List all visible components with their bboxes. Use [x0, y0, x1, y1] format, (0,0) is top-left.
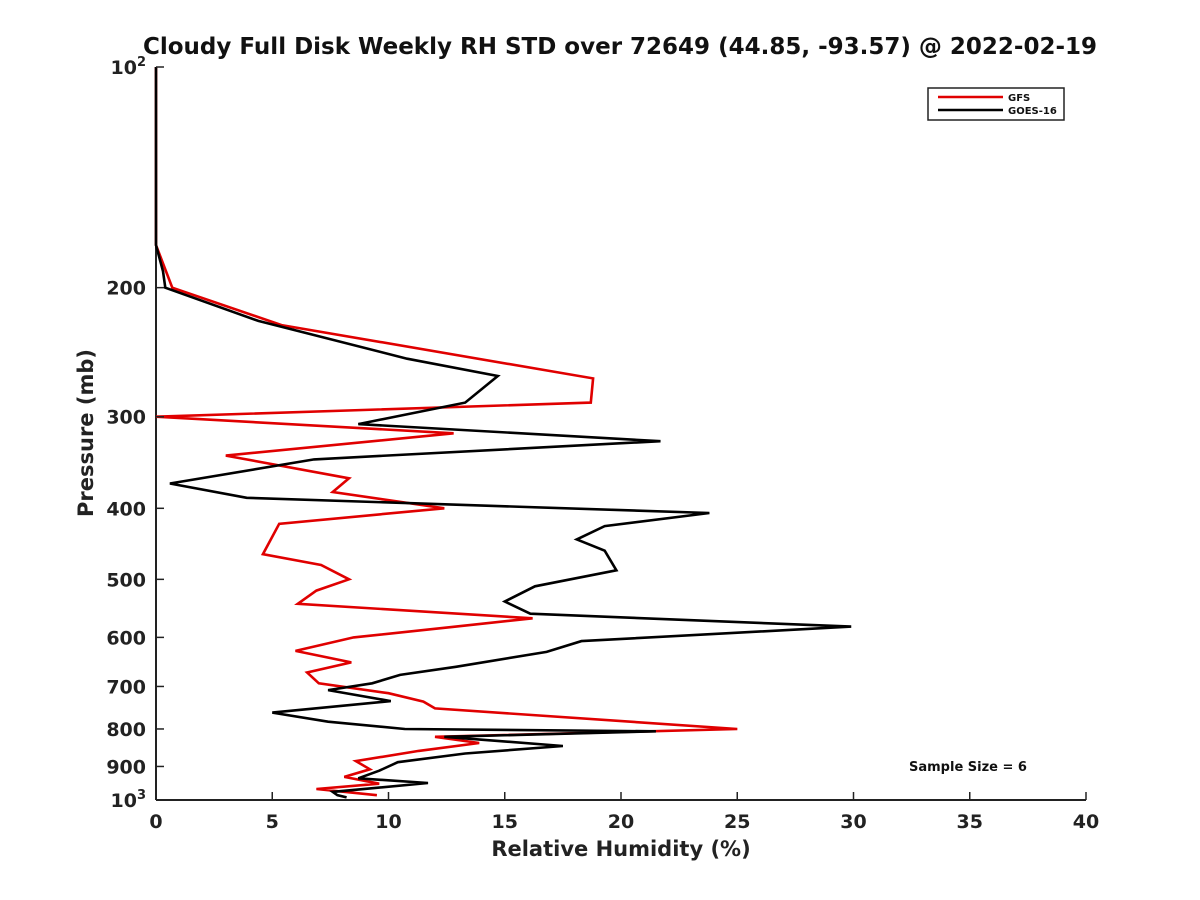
x-tick-label: 0 — [149, 811, 162, 833]
sample-size-annotation: Sample Size = 6 — [909, 760, 1027, 775]
x-axis-ticks: 0 5 10 15 20 25 30 35 40 — [149, 792, 1099, 833]
y-axis-ticks: 102 200 300 400 500 600 700 800 900 103 — [106, 55, 164, 812]
y-tick-label: 400 — [106, 498, 146, 520]
legend: GFS GOES-16 — [927, 87, 1065, 121]
x-tick-label: 10 — [375, 811, 401, 833]
y-tick-label: 200 — [106, 278, 146, 300]
x-tick-label: 40 — [1073, 811, 1099, 833]
x-tick-label: 20 — [608, 811, 634, 833]
legend-box — [927, 87, 1065, 121]
y-tick-label: 500 — [106, 569, 146, 591]
chart-title: Cloudy Full Disk Weekly RH STD over 7264… — [143, 34, 1097, 60]
series-layer — [154, 67, 852, 799]
y-tick-label: 600 — [106, 627, 146, 649]
x-tick-label: 35 — [957, 811, 983, 833]
y-tick-label: 800 — [106, 719, 146, 741]
x-tick-label: 25 — [724, 811, 750, 833]
y-tick-label: 700 — [106, 676, 146, 698]
plot-area — [154, 67, 1086, 801]
x-tick-label: 15 — [492, 811, 518, 833]
x-axis-label: Relative Humidity (%) — [491, 837, 750, 861]
y-axis-label: Pressure (mb) — [74, 349, 98, 517]
x-tick-label: 30 — [840, 811, 866, 833]
y-tick-label: 102 — [111, 55, 147, 79]
plot-frame — [156, 67, 1086, 800]
y-tick-label: 300 — [106, 407, 146, 429]
legend-label-goes16: GOES-16 — [1008, 106, 1057, 117]
legend-label-gfs: GFS — [1008, 93, 1030, 104]
x-tick-label: 5 — [266, 811, 279, 833]
series-line-goes16 — [154, 67, 852, 799]
y-tick-label: 900 — [106, 756, 146, 778]
y-tick-label: 103 — [111, 788, 147, 812]
